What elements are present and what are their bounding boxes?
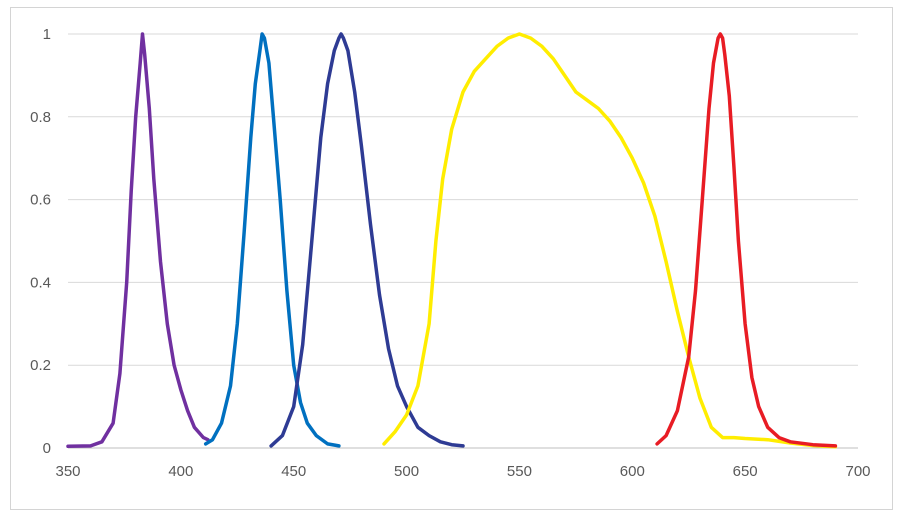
y-tick-label: 0.4 <box>30 274 51 291</box>
gridlines <box>68 33 858 366</box>
y-tick-label: 0.6 <box>30 192 51 209</box>
chart-frame: 0 0.2 0.4 0.6 0.8 1 350 400 450 500 550 600 650 700 <box>10 7 893 510</box>
y-tick-labels: 0 0.2 0.4 0.6 0.8 1 <box>30 26 51 457</box>
series-line-1 <box>66 32 210 449</box>
series-line-4 <box>382 32 838 449</box>
y-tick-label: 0.2 <box>30 357 51 374</box>
x-tick-labels: 350 400 450 500 550 600 650 700 <box>55 463 870 480</box>
series-line-3 <box>269 32 465 448</box>
x-tick-label: 550 <box>507 463 532 480</box>
x-tick-label: 600 <box>620 463 645 480</box>
x-tick-label: 400 <box>168 463 193 480</box>
x-tick-label: 350 <box>55 463 80 480</box>
series-line-2 <box>203 32 341 448</box>
x-tick-label: 450 <box>281 463 306 480</box>
y-tick-label: 0.8 <box>30 109 51 126</box>
y-tick-label: 0 <box>43 440 51 457</box>
spectral-line-chart: 0 0.2 0.4 0.6 0.8 1 350 400 450 500 550 600 650 700 <box>30 26 870 480</box>
y-tick-label: 1 <box>43 26 51 43</box>
series-group <box>66 32 838 449</box>
x-tick-label: 500 <box>394 463 419 480</box>
x-tick-label: 650 <box>733 463 758 480</box>
series-line-5 <box>655 32 838 448</box>
x-tick-label: 700 <box>845 463 870 480</box>
